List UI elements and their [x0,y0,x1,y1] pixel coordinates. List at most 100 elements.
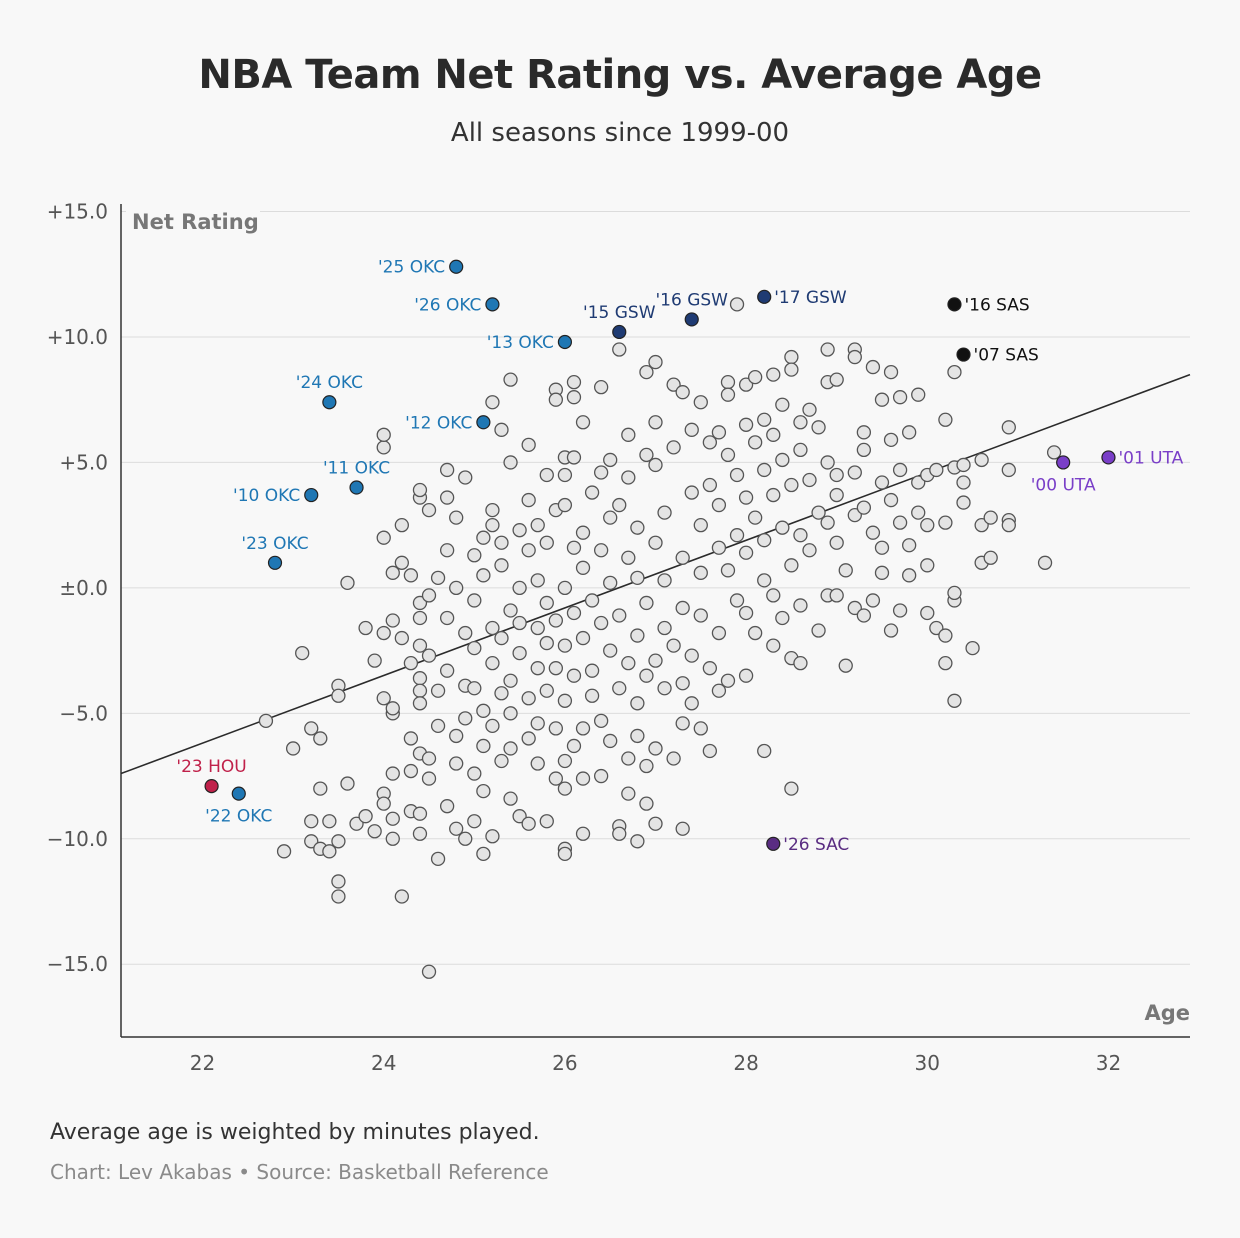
data-point [775,610,790,626]
x-tick-label: 24 [371,1051,396,1075]
data-point [403,731,419,746]
highlighted-point [956,347,971,362]
data-point [476,783,491,799]
data-point [358,620,373,636]
x-axis-label: Age [1144,1001,1190,1025]
data-point [593,768,609,784]
data-point [412,482,428,498]
data-point [593,615,609,631]
data-point [385,701,400,716]
data-point [258,713,274,729]
data-point [956,475,971,490]
data-point [856,425,872,440]
point-label: '24 OKC [296,373,363,393]
data-point [394,630,409,646]
data-point [285,741,301,756]
data-point [684,485,699,500]
data-point [566,738,582,754]
data-point [575,721,591,736]
data-point [458,625,473,641]
data-point [403,656,419,671]
point-label: '16 GSW [655,290,728,310]
data-point [693,565,708,580]
data-point [711,540,727,555]
data-point [784,781,799,796]
data-point [439,543,455,558]
data-point [1037,555,1053,570]
data-point [675,716,690,731]
data-point [621,751,636,766]
y-tick-label: −10.0 [47,827,108,851]
data-point [621,470,636,485]
data-point [729,467,745,483]
data-point [793,528,808,543]
data-point [757,573,772,588]
data-point [847,507,862,523]
data-point [603,643,618,658]
data-point [512,580,527,596]
data-point [367,824,382,839]
data-point [892,603,908,618]
data-point [639,758,654,774]
data-point [476,530,491,545]
data-point [639,447,654,463]
data-point [376,625,391,641]
x-tick-label: 28 [733,1051,758,1075]
data-point [892,515,908,530]
data-point [630,628,645,643]
data-point [630,728,645,744]
point-label: '01 UTA [1118,448,1183,468]
data-point [911,505,926,520]
data-point [566,540,582,555]
data-point [439,490,455,505]
data-point [865,359,881,375]
data-point [548,661,563,676]
data-point [729,593,745,608]
data-point [557,497,573,513]
data-point [530,716,545,731]
data-point [947,364,962,380]
data-point [938,515,953,530]
data-point [693,395,708,410]
data-point [430,851,446,867]
data-point [512,645,527,661]
data-point [449,821,464,836]
data-point [793,598,808,613]
point-label: '10 OKC [233,486,300,506]
data-point [503,455,518,470]
highlighted-point [204,778,219,794]
data-point [557,580,573,596]
data-point [430,683,446,698]
data-point [874,565,890,580]
data-point [322,844,337,859]
data-point [648,816,663,831]
data-point [766,638,781,653]
data-point [738,490,754,505]
data-point [902,425,917,440]
data-point [675,676,690,691]
data-point [439,462,455,478]
data-point [938,628,953,643]
highlighted-point [684,312,699,327]
data-point [503,673,518,688]
point-label: '11 OKC [323,459,390,479]
point-label: '16 SAS [964,295,1029,315]
highlighted-point [1056,455,1071,470]
data-point [802,543,817,558]
data-point [566,374,582,390]
data-point [539,814,554,829]
data-point [1001,462,1016,478]
data-point [738,377,754,392]
data-point [276,844,292,859]
data-point [720,387,736,402]
data-point [539,635,554,651]
data-point [421,648,437,663]
data-point [802,402,817,417]
data-point [666,638,681,653]
data-point [874,475,890,490]
data-point [838,563,853,578]
data-point [421,588,437,603]
point-label: '23 HOU [176,757,246,777]
data-point [675,821,690,836]
